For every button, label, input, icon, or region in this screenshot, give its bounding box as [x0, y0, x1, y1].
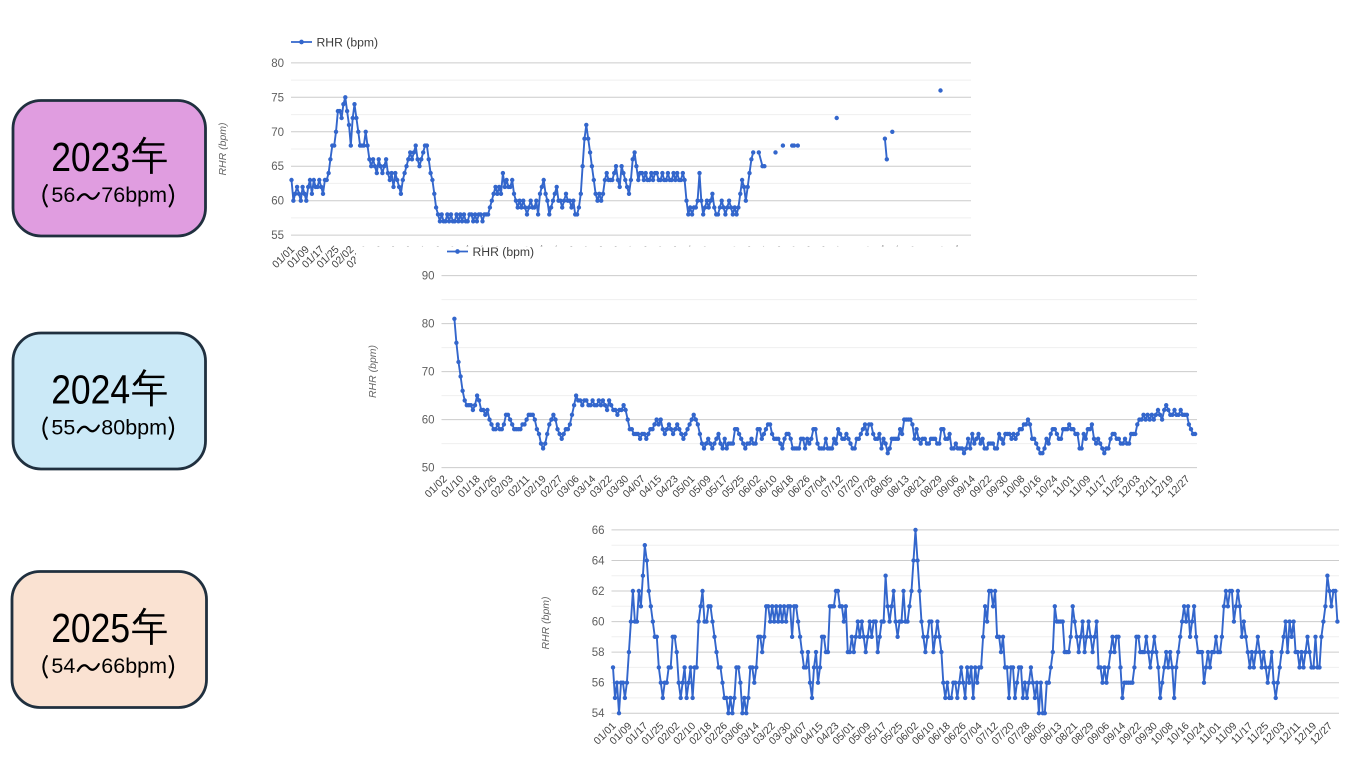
svg-text:58: 58 — [592, 647, 605, 659]
svg-text:RHR (bpm): RHR (bpm) — [317, 35, 379, 49]
svg-text:65: 65 — [271, 161, 284, 173]
svg-text:50: 50 — [422, 463, 435, 475]
svg-text:RHR (bpm): RHR (bpm) — [217, 122, 229, 175]
svg-text:54: 54 — [592, 708, 605, 720]
svg-text:75: 75 — [271, 92, 284, 104]
svg-text:60: 60 — [271, 196, 284, 208]
svg-text:80bpm: 80bpm — [101, 416, 167, 440]
svg-text:55: 55 — [271, 230, 284, 242]
svg-text:70: 70 — [422, 367, 435, 379]
svg-text:60: 60 — [592, 617, 605, 629]
svg-text:60: 60 — [422, 415, 435, 427]
svg-text:66: 66 — [592, 525, 605, 537]
svg-text:80: 80 — [422, 319, 435, 331]
svg-text:RHR (bpm): RHR (bpm) — [367, 345, 379, 398]
svg-text:76bpm: 76bpm — [101, 183, 167, 207]
svg-text:64: 64 — [592, 556, 605, 568]
svg-text:54: 54 — [51, 654, 75, 678]
svg-text:RHR (bpm): RHR (bpm) — [540, 596, 552, 649]
svg-text:80: 80 — [271, 58, 284, 70]
svg-text:66bpm: 66bpm — [101, 654, 167, 678]
svg-text:56: 56 — [592, 678, 605, 690]
svg-text:RHR (bpm): RHR (bpm) — [473, 245, 535, 259]
svg-text:55: 55 — [51, 416, 75, 440]
svg-text:2024: 2024 — [51, 367, 130, 413]
svg-text:70: 70 — [271, 127, 284, 139]
svg-text:2023: 2023 — [51, 134, 130, 180]
svg-text:62: 62 — [592, 586, 605, 598]
svg-text:56: 56 — [51, 183, 75, 207]
svg-text:90: 90 — [422, 271, 435, 283]
svg-text:2025: 2025 — [51, 605, 130, 651]
